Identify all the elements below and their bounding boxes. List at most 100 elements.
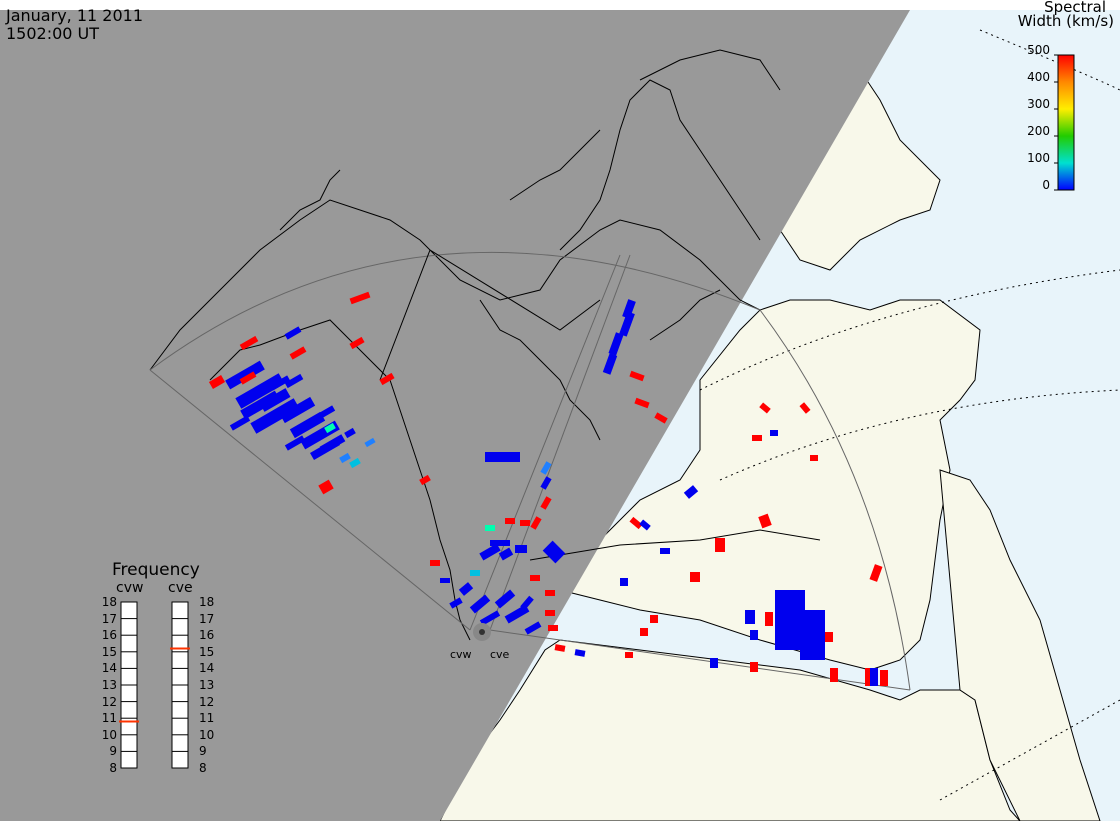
echo-cell — [479, 610, 501, 626]
echo-cell — [485, 525, 495, 531]
echo-cell — [344, 427, 356, 439]
echo-cell — [602, 353, 618, 375]
echo-cell — [440, 578, 450, 583]
echo-cell — [690, 572, 700, 582]
echo-cell — [319, 434, 346, 454]
colorbar-tick: 400 — [1027, 70, 1050, 84]
frequency-scale-label: 18 — [101, 595, 117, 609]
frequency-scale-label: 14 — [199, 661, 215, 676]
echo-cell — [629, 516, 643, 530]
echo-cell — [880, 670, 888, 686]
echo-cell — [870, 668, 878, 686]
frequency-scale-label: 14 — [101, 661, 117, 676]
echo-cell — [314, 405, 336, 421]
echo-cell — [548, 625, 558, 631]
echo-cell — [470, 570, 480, 576]
echo-cell — [683, 485, 699, 499]
echo-cell — [449, 597, 463, 609]
echo-cell — [650, 615, 658, 623]
echo-cell — [540, 476, 552, 490]
echo-cell — [279, 396, 316, 424]
radar-label-cvw: cvw — [450, 648, 472, 661]
echo-cell — [710, 658, 718, 668]
echo-cell — [800, 610, 825, 660]
echo-cell — [284, 435, 306, 451]
echo-cell — [504, 604, 530, 624]
echo-cell — [239, 335, 259, 351]
frequency-radar-cvw: cvw — [116, 580, 144, 596]
echo-cell — [660, 548, 670, 554]
echo-cell — [349, 336, 365, 350]
frequency-scale-label: 16 — [199, 628, 215, 643]
echo-cell — [554, 644, 566, 652]
echo-cell — [530, 575, 540, 581]
frequency-scale-label: 10 — [101, 727, 117, 742]
colorbar-tick: 300 — [1027, 97, 1050, 111]
echo-cell — [524, 621, 542, 635]
colorbar-tick: 500 — [1027, 43, 1050, 57]
frequency-scale-label: 11 — [199, 711, 215, 726]
frequency-scale-label: 12 — [101, 694, 117, 709]
echo-cell — [750, 630, 758, 640]
radar-echoes — [208, 291, 888, 686]
frequency-scale-label: 8 — [109, 761, 117, 775]
latitude-circles — [699, 29, 1120, 801]
echo-cell — [780, 600, 800, 640]
east-coast-land — [939, 469, 1101, 821]
frequency-scale-label: 9 — [109, 744, 117, 759]
frequency-scale-label: 16 — [101, 628, 117, 643]
echo-cell — [540, 496, 552, 510]
echo-cell — [745, 610, 755, 624]
echo-cell — [869, 564, 883, 582]
echo-cell — [625, 652, 633, 658]
frequency-radar-cve: cve — [168, 580, 193, 596]
frequency-scale-label: 15 — [199, 644, 215, 659]
frequency-scale-label: 15 — [101, 644, 117, 659]
frequency-scale-label: 17 — [101, 611, 117, 626]
echo-cell — [634, 397, 650, 409]
echo-cell — [289, 346, 307, 360]
echo-cell — [349, 291, 371, 305]
echo-cell — [654, 412, 668, 424]
echo-cell — [339, 452, 351, 464]
echo-cell — [715, 538, 725, 552]
echo-cell — [830, 668, 838, 682]
frequency-scale-label: 8 — [199, 761, 207, 775]
echo-cell — [640, 628, 648, 636]
colorbar-title-line1: Spectral — [1044, 0, 1106, 16]
echo-cell — [284, 326, 302, 340]
echo-cell — [620, 578, 628, 586]
echo-cell — [490, 540, 510, 546]
echo-cell — [545, 590, 555, 596]
frequency-scale-label: 11 — [101, 711, 117, 726]
echo-cell — [608, 332, 624, 356]
echo-cell — [758, 513, 772, 529]
echo-cell — [770, 430, 778, 436]
echo-cell — [284, 373, 304, 389]
echo-cell — [629, 370, 645, 382]
echo-cell — [825, 632, 833, 642]
colorbar-tick: 100 — [1027, 151, 1050, 165]
echo-cell — [269, 375, 291, 391]
echo-cell — [752, 435, 762, 441]
colorbar — [1054, 54, 1075, 191]
echo-cell — [759, 402, 771, 414]
echo-cell — [505, 518, 515, 524]
echo-cell — [530, 516, 542, 530]
echo-cell — [239, 371, 257, 385]
frequency-scale-label: 18 — [199, 595, 215, 609]
echo-cell — [208, 375, 226, 389]
echo-cell — [545, 610, 555, 616]
radar-label-cve: cve — [490, 648, 510, 661]
echo-cell — [430, 560, 440, 566]
echo-cell — [419, 474, 431, 486]
echo-cell — [750, 662, 758, 672]
echo-cell — [619, 311, 635, 337]
echo-cell — [235, 373, 285, 409]
frequency-scale-label: 13 — [101, 678, 117, 692]
colorbar-tick: 200 — [1027, 124, 1050, 138]
echo-cell — [458, 582, 474, 596]
echo-cell — [799, 402, 811, 414]
